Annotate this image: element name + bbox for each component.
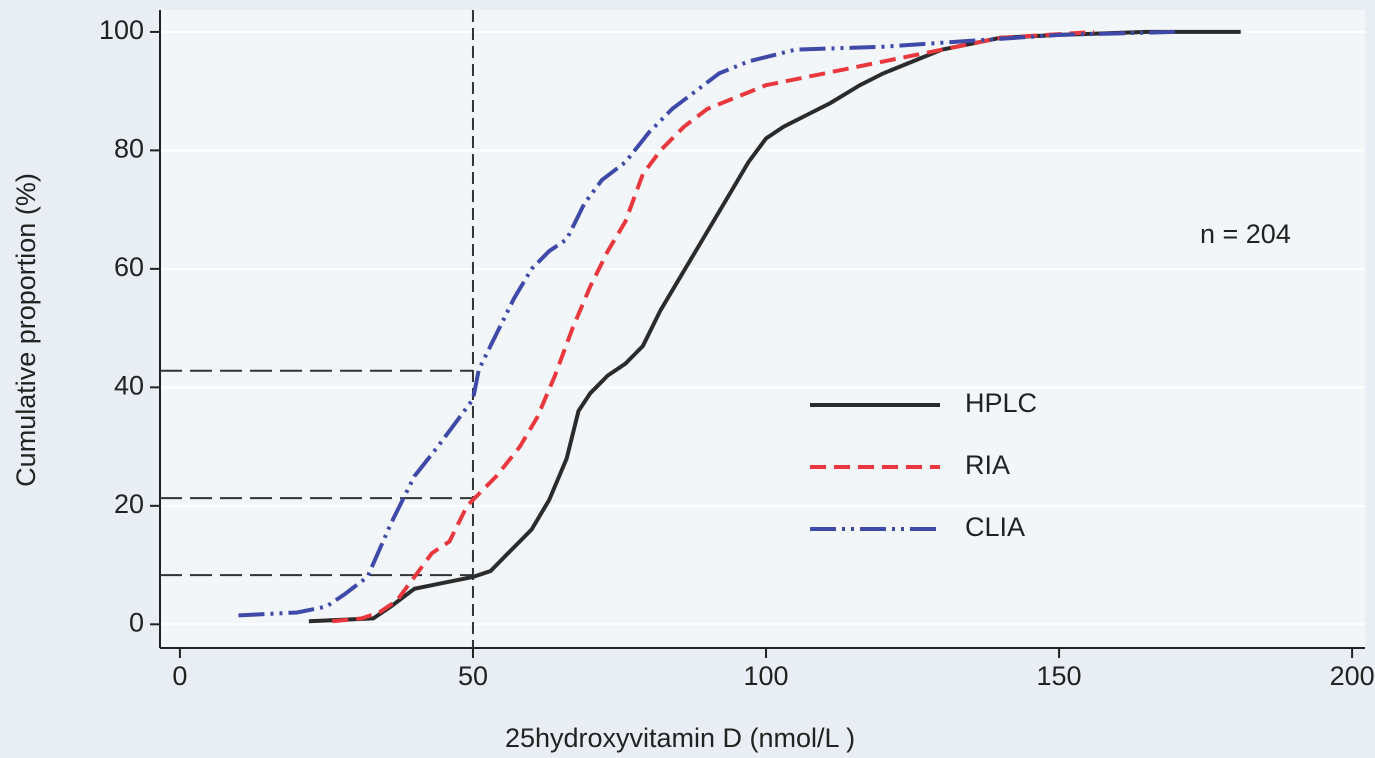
series-line xyxy=(238,29,1177,618)
y-tick-label: 40 xyxy=(114,370,144,400)
series-line xyxy=(308,29,1241,624)
x-tick-label: 200 xyxy=(1330,661,1375,691)
y-tick-label: 20 xyxy=(114,489,144,519)
y-tick-label: 100 xyxy=(99,15,144,45)
x-tick-label: 50 xyxy=(458,661,488,691)
y-tick-label: 80 xyxy=(114,134,144,164)
legend-label: CLIA xyxy=(965,512,1025,542)
y-axis-label: Cumulative proportion (%) xyxy=(11,173,41,487)
plot-area xyxy=(160,10,1365,648)
annotation: n = 204 xyxy=(1200,219,1291,249)
legend-label: RIA xyxy=(965,450,1010,480)
y-tick-label: 0 xyxy=(129,607,144,637)
x-tick-label: 0 xyxy=(172,661,187,691)
y-tick-label: 60 xyxy=(114,252,144,282)
x-tick-label: 100 xyxy=(743,661,788,691)
legend-label: HPLC xyxy=(965,388,1037,418)
series-line xyxy=(332,29,1095,624)
x-tick-label: 150 xyxy=(1037,661,1082,691)
x-axis-label: 25hydroxyvitamin D (nmol/L ) xyxy=(505,723,855,753)
